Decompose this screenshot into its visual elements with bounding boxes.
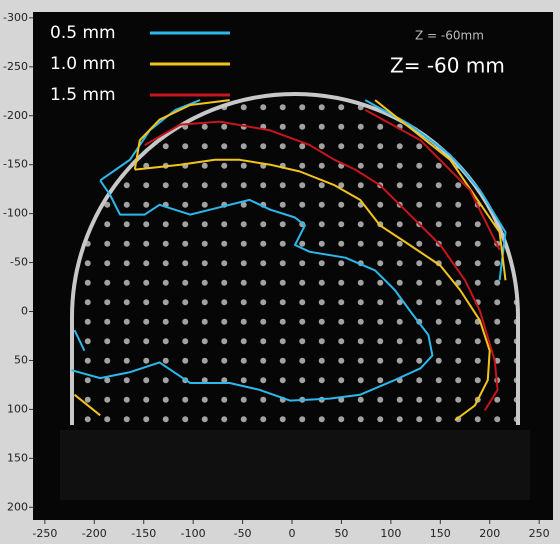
legend-label: 0.5 mm xyxy=(50,23,116,43)
chart: Z = -60mm Z= -60 mm -250 -200 -150 -100 -50 0… xyxy=(0,0,560,544)
annotation: Z= -60 mm xyxy=(390,54,505,78)
y-tick-label: 50 xyxy=(14,353,28,366)
x-tick-label: -50 xyxy=(234,527,252,540)
x-tick-label: -200 xyxy=(82,527,107,540)
y-tick-label: 200 xyxy=(7,500,28,513)
legend-label: 1.5 mm xyxy=(50,85,116,105)
phantom-base xyxy=(60,430,530,500)
annotation: Z = -60mm xyxy=(415,29,484,43)
y-tick-label: -100 xyxy=(3,207,28,220)
y-tick-label: 100 xyxy=(7,402,28,415)
x-tick-label: 0 xyxy=(289,527,296,540)
legend-label: 1.0 mm xyxy=(50,54,116,74)
x-tick-label: -250 xyxy=(32,527,57,540)
x-tick-label: 100 xyxy=(380,527,401,540)
x-tick-label: 200 xyxy=(479,527,500,540)
x-tick-label: -150 xyxy=(131,527,156,540)
x-tick-label: -100 xyxy=(181,527,206,540)
y-tick-label: -250 xyxy=(3,60,28,73)
y-tick-label: -150 xyxy=(3,158,28,171)
y-tick-label: 0 xyxy=(21,305,28,318)
y-tick-label: 150 xyxy=(7,451,28,464)
x-tick-label: 50 xyxy=(334,527,348,540)
y-tick-label: -200 xyxy=(3,109,28,122)
x-tick-label: 150 xyxy=(430,527,451,540)
x-tick-label: 250 xyxy=(529,527,550,540)
y-tick-label: -50 xyxy=(10,256,28,269)
y-tick-label: -300 xyxy=(3,11,28,24)
